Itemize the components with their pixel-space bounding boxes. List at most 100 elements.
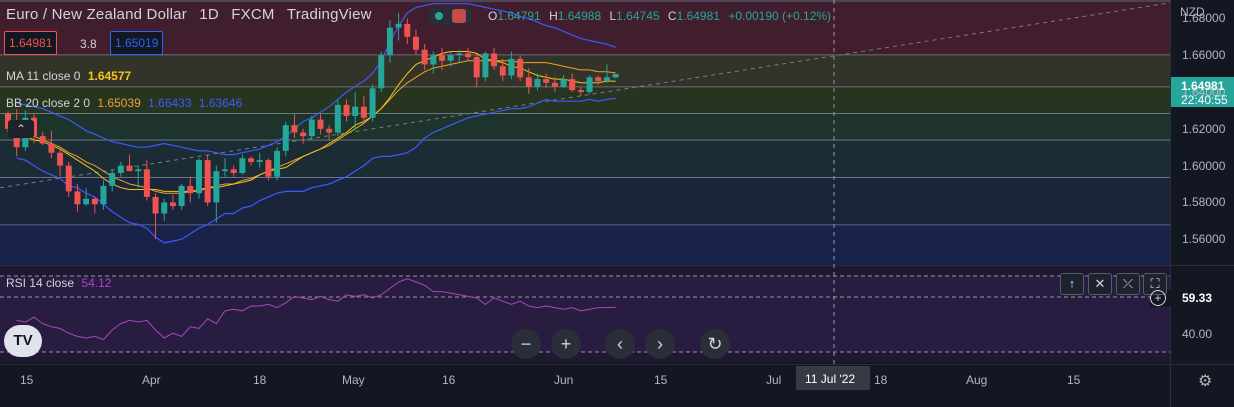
candle[interactable] — [91, 196, 98, 214]
candle[interactable] — [404, 18, 411, 45]
candle[interactable] — [204, 154, 211, 207]
candle[interactable] — [265, 158, 272, 181]
candle[interactable] — [551, 77, 558, 93]
candle[interactable] — [31, 114, 38, 144]
candle[interactable] — [109, 169, 116, 192]
candle[interactable] — [248, 156, 255, 166]
candle[interactable] — [577, 86, 584, 96]
candle[interactable] — [491, 47, 498, 70]
candle[interactable] — [135, 165, 142, 188]
candle[interactable] — [117, 161, 124, 177]
candle[interactable] — [195, 158, 202, 199]
candle[interactable] — [456, 49, 463, 63]
candle[interactable] — [378, 51, 385, 93]
candle[interactable] — [48, 130, 55, 159]
fibonacci-retracement[interactable] — [0, 0, 1170, 265]
candle[interactable] — [517, 55, 524, 81]
candle[interactable] — [508, 51, 515, 80]
spread-value: 3.8 — [80, 37, 97, 51]
candle[interactable] — [256, 152, 263, 168]
candle[interactable] — [213, 165, 220, 223]
candle[interactable] — [525, 68, 532, 94]
candle[interactable] — [369, 84, 376, 122]
collapse-pane-button[interactable]: ⤫ — [1116, 273, 1140, 295]
candle[interactable] — [161, 198, 168, 221]
candle[interactable] — [352, 92, 359, 129]
interval-label[interactable]: 1D — [199, 6, 219, 23]
plus-circle-icon[interactable]: + — [1150, 290, 1166, 306]
candle[interactable] — [569, 73, 576, 93]
candle[interactable] — [178, 184, 185, 210]
candle[interactable] — [39, 131, 46, 146]
candle[interactable] — [395, 12, 402, 41]
candle[interactable] — [326, 125, 333, 140]
candle[interactable] — [439, 47, 445, 70]
candle[interactable] — [421, 44, 428, 70]
candle[interactable] — [482, 51, 489, 81]
candle[interactable] — [187, 176, 194, 203]
candle[interactable] — [473, 55, 480, 87]
candle[interactable] — [534, 73, 541, 91]
candle[interactable] — [465, 47, 472, 61]
candle[interactable] — [222, 158, 228, 177]
candle[interactable] — [543, 73, 550, 89]
candle[interactable] — [57, 147, 64, 177]
candle[interactable] — [586, 75, 593, 94]
candle-body — [395, 23, 402, 28]
rsi-axis-tick: 40.00 — [1182, 327, 1213, 341]
candle[interactable] — [308, 115, 315, 140]
symbol-name[interactable]: Euro / New Zealand Dollar — [6, 6, 187, 23]
candle[interactable] — [74, 184, 81, 212]
candle[interactable] — [239, 154, 246, 175]
collapse-legend-button[interactable]: ⌃ — [8, 120, 34, 138]
scroll-right-button[interactable]: › — [645, 329, 675, 359]
candle[interactable] — [143, 160, 150, 201]
candle[interactable] — [430, 51, 437, 74]
buy-button[interactable]: 1.65019 — [110, 31, 164, 55]
candle[interactable] — [343, 99, 350, 122]
candle-body — [178, 185, 185, 207]
candle[interactable] — [282, 121, 289, 157]
chevron-right-icon: › — [657, 334, 663, 354]
currency-label[interactable]: NZD — [1180, 5, 1205, 19]
candle[interactable] — [169, 195, 176, 210]
reset-chart-button[interactable]: ↻ — [700, 329, 730, 359]
candle[interactable] — [334, 99, 341, 137]
candle[interactable] — [603, 64, 610, 83]
zoom-in-button[interactable]: + — [551, 329, 581, 359]
candle[interactable] — [100, 180, 107, 210]
sell-button[interactable]: 1.64981 — [4, 31, 58, 55]
candle[interactable] — [499, 58, 506, 81]
candle-body — [534, 79, 541, 87]
ma-legend[interactable]: MA 11 close 0 1.64577 — [6, 69, 131, 83]
candle[interactable] — [317, 114, 324, 135]
close-pane-button[interactable]: ✕ — [1088, 273, 1112, 295]
scroll-left-button[interactable]: ‹ — [605, 329, 635, 359]
candle[interactable] — [83, 187, 90, 207]
move-pane-up-button[interactable]: ↑ — [1060, 273, 1084, 295]
candle[interactable] — [274, 147, 281, 181]
candle[interactable] — [126, 154, 133, 172]
alert-icon — [452, 9, 466, 23]
candle[interactable] — [230, 165, 237, 177]
candle[interactable] — [386, 20, 393, 63]
candle[interactable] — [612, 73, 619, 79]
candle[interactable] — [412, 29, 419, 56]
candle[interactable] — [291, 114, 298, 139]
candle[interactable] — [300, 128, 307, 144]
zoom-out-button[interactable]: − — [511, 329, 541, 359]
candle[interactable] — [560, 75, 567, 89]
tradingview-logo[interactable]: TV — [4, 325, 42, 357]
candle[interactable] — [65, 161, 72, 197]
candlestick-series[interactable] — [5, 12, 619, 240]
rsi-legend[interactable]: RSI 14 close 54.12 — [6, 276, 111, 290]
settings-gear-icon[interactable]: ⚙ — [1198, 373, 1213, 390]
candle[interactable] — [152, 193, 159, 240]
bb-legend[interactable]: BB 20 close 2 0 1.65039 1.66433 1.63646 — [6, 96, 242, 110]
candle[interactable] — [447, 51, 454, 67]
candle[interactable] — [360, 95, 367, 124]
trend-line[interactable] — [0, 2, 1171, 189]
market-status-toggle[interactable] — [428, 7, 472, 25]
candle[interactable] — [595, 75, 602, 85]
